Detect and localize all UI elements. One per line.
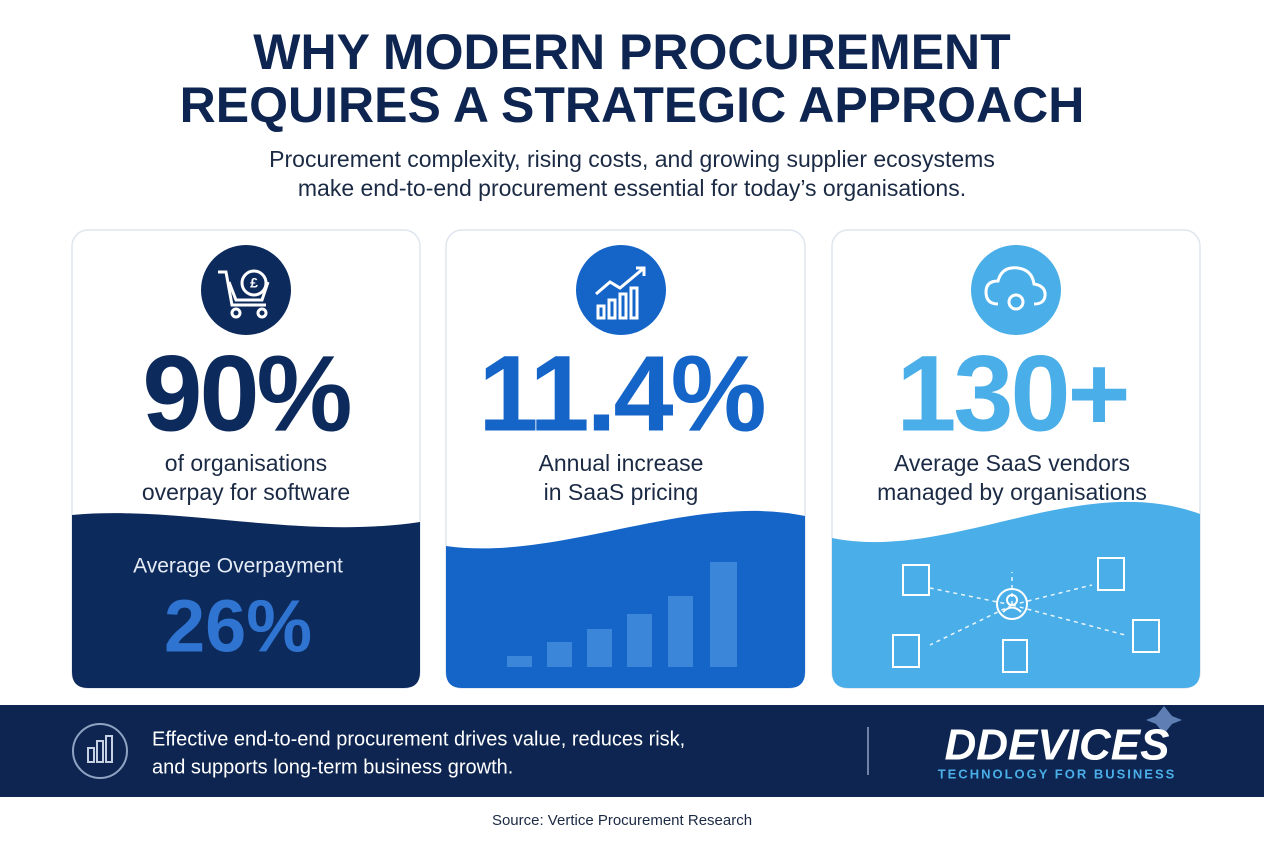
footer-text: Effective end-to-end procurement drives … [152, 728, 685, 750]
footer-icon-bars [87, 735, 113, 763]
stat-label: of organisations [165, 450, 327, 476]
title-line: REQUIRES A STRATEGIC APPROACH [180, 77, 1085, 133]
card: 130+ Average SaaS vendors managed by org… [831, 229, 1201, 689]
icon-circle [971, 245, 1061, 335]
subtitle-line: make end-to-end procurement essential fo… [298, 175, 966, 201]
source: Source: Vertice Procurement Research [492, 812, 752, 829]
stat-label: managed by organisations [877, 479, 1147, 505]
stat-label: overpay for software [142, 479, 350, 505]
stat-label: Annual increase [539, 450, 704, 476]
icon-circle [576, 245, 666, 335]
pound-sign: £ [250, 275, 258, 291]
card-wave [72, 513, 420, 688]
card: 11.4% Annual increase in SaaS pricing [445, 229, 806, 689]
stat: 130+ [896, 333, 1127, 454]
card: £ 90% of organisations overpay for softw… [71, 229, 421, 689]
logo-star [1146, 706, 1182, 734]
footer-band [0, 705, 1264, 797]
stat: 11.4% [478, 333, 764, 454]
stat: 90% [142, 333, 350, 454]
tagline: TECHNOLOGY FOR BUSINESS [938, 766, 1177, 781]
stat-label: Average SaaS vendors [894, 450, 1130, 476]
footer-icon [72, 723, 128, 779]
detail-value: 26% [164, 585, 312, 668]
chart-icon [595, 266, 646, 320]
decorative-bars [507, 562, 737, 667]
footer-text: and supports long-term business growth. [152, 756, 513, 778]
cart-icon [218, 269, 270, 319]
detail-label: Average Overpayment [133, 555, 343, 578]
stat-label: in SaaS pricing [544, 479, 699, 505]
card-wave [832, 501, 1200, 688]
cloud-icon [984, 266, 1047, 311]
logo: DDEVICES [945, 721, 1170, 770]
title-line: WHY MODERN PROCUREMENT [253, 24, 1010, 80]
network-icons [892, 557, 1160, 673]
subtitle-line: Procurement complexity, rising costs, an… [269, 146, 995, 172]
